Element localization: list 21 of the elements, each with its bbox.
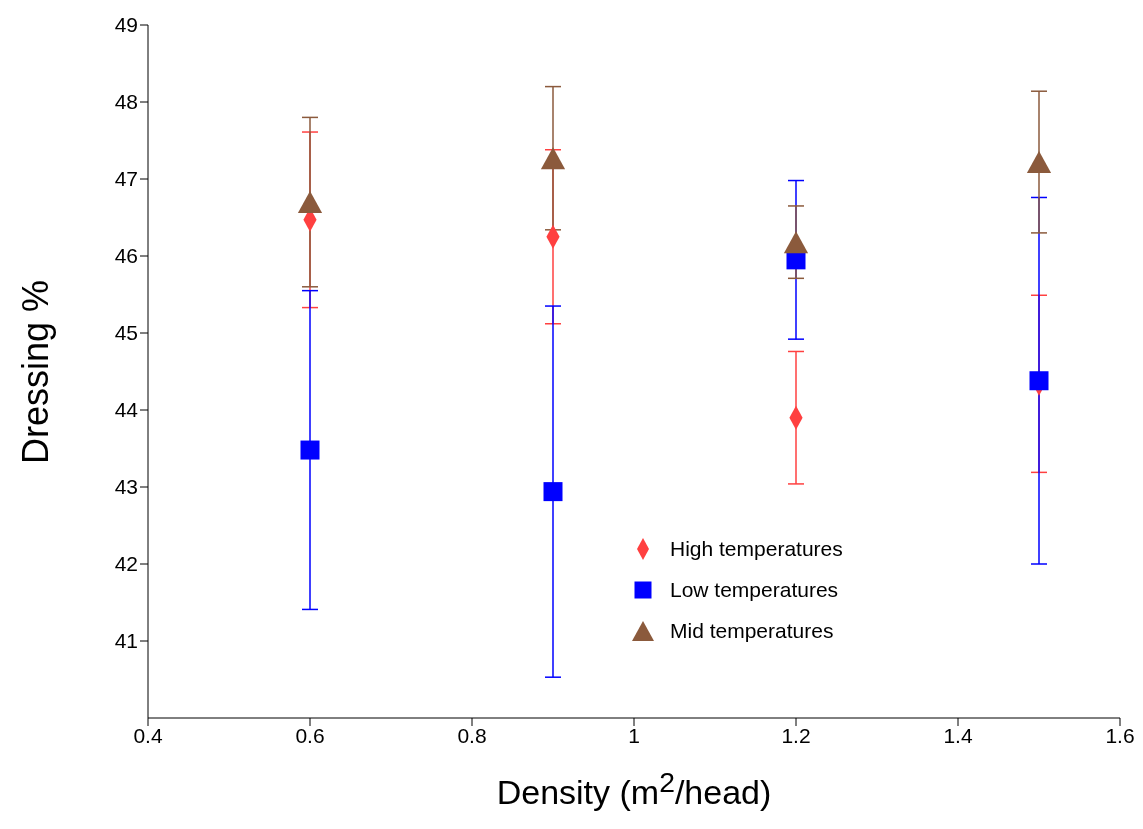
- x-tick-label: 1: [628, 723, 640, 747]
- y-tick-label: 42: [114, 552, 138, 576]
- x-tick-label: 1.6: [1105, 723, 1135, 747]
- y-axis-title: Dressing %: [15, 279, 57, 464]
- x-tick-label: 1.2: [781, 723, 811, 747]
- y-tick-label: 48: [114, 90, 138, 114]
- x-tick-label: 0.6: [295, 723, 325, 747]
- x-tick-label: 0.8: [457, 723, 487, 747]
- legend-label: High temperatures: [670, 536, 843, 561]
- y-tick-label: 43: [114, 475, 138, 499]
- x-tick-label: 0.4: [133, 723, 163, 747]
- legend-label: Mid temperatures: [670, 618, 834, 643]
- y-tick-label: 49: [114, 13, 138, 37]
- y-tick-label: 45: [114, 321, 138, 345]
- legend-label: Low temperatures: [670, 577, 839, 602]
- y-tick-label: 41: [114, 629, 138, 653]
- y-tick-label: 47: [114, 167, 138, 191]
- x-axis-title: Density (m$^{2}$/head): [496, 766, 772, 813]
- y-tick-label: 46: [114, 244, 138, 268]
- x-tick-label: 1.4: [943, 723, 973, 747]
- y-tick-label: 44: [114, 398, 139, 422]
